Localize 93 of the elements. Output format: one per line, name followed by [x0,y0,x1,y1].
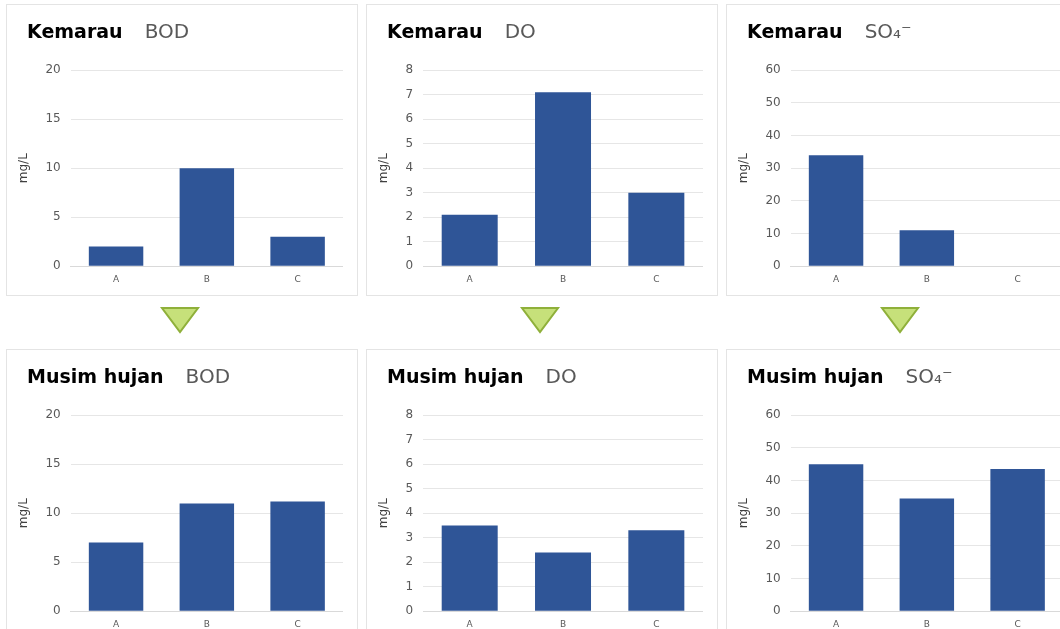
y-axis-title: mg/L [736,152,751,184]
x-tick-label: A [466,273,474,284]
x-tick-label: B [923,618,930,629]
bar [179,168,235,266]
x-tick-label: C [1014,618,1021,629]
x-tick-label: A [112,618,120,629]
y-tick-label: 0 [773,258,781,273]
y-tick-label: 10 [45,505,61,520]
y-axis-title: mg/L [736,497,751,529]
bar [179,503,235,611]
x-tick-label: C [1014,273,1021,284]
x-tick-label: A [832,273,840,284]
y-tick-label: 0 [53,258,61,273]
y-tick-label: 0 [773,603,781,618]
x-tick-label: B [923,273,930,284]
bar [899,498,955,611]
chart-title: Musim hujan [27,365,164,387]
y-tick-label: 10 [765,570,781,585]
chart-title: Kemarau [747,20,843,42]
y-tick-label: 0 [53,603,61,618]
y-tick-label: 30 [765,505,781,520]
y-tick-label: 60 [765,407,781,422]
x-tick-label: C [653,618,660,629]
bar [88,542,144,611]
y-tick-label: 1 [405,578,414,593]
bar [628,530,685,611]
x-tick-label: A [112,273,120,284]
y-tick-label: 30 [765,160,781,175]
x-tick-label: C [294,618,301,629]
y-tick-label: 2 [405,554,414,569]
y-axis-title: mg/L [376,497,391,529]
bar [808,464,864,611]
y-tick-label: 5 [53,209,61,224]
chart-subtitle: BOD [185,364,231,388]
bar [628,192,685,266]
y-tick-label: 20 [45,62,61,77]
y-tick-label: 5 [53,554,61,569]
bar [88,246,144,266]
x-tick-label: C [653,273,660,284]
y-tick-label: 7 [405,431,414,446]
chart-subtitle: BOD [144,19,190,43]
y-tick-label: 7 [405,86,414,101]
chart-title: Musim hujan [387,365,524,387]
x-tick-label: A [832,618,840,629]
y-tick-label: 0 [405,258,414,273]
y-tick-label: 20 [765,192,781,207]
y-tick-label: 50 [765,439,781,454]
x-tick-label: C [294,273,301,284]
chart-title: Kemarau [27,20,123,42]
y-tick-label: 15 [45,456,61,471]
y-tick-label: 1 [405,233,414,248]
y-tick-label: 6 [405,111,414,126]
chart-subtitle: DO [504,19,536,43]
x-tick-label: B [559,618,567,629]
x-tick-label: B [203,273,210,284]
bar [535,92,592,266]
y-tick-label: 4 [405,160,414,175]
chart-subtitle: SO₄⁻ [905,364,953,388]
bar [441,214,498,266]
chart-title: Kemarau [387,20,483,42]
y-axis-title: mg/L [376,152,391,184]
y-tick-label: 10 [765,225,781,240]
chart-subtitle: DO [545,364,577,388]
y-tick-label: 10 [45,160,61,175]
y-tick-label: 15 [45,111,61,126]
bar [270,501,325,611]
y-tick-label: 4 [405,505,414,520]
y-tick-label: 8 [405,62,414,77]
y-tick-label: 2 [405,209,414,224]
bar [270,236,325,266]
y-tick-label: 6 [405,456,414,471]
bar [441,525,498,611]
y-tick-label: 40 [765,127,781,142]
chart-subtitle: SO₄⁻ [864,19,912,43]
y-tick-label: 40 [765,472,781,487]
y-tick-label: 50 [765,94,781,109]
y-tick-label: 8 [405,407,414,422]
x-tick-label: A [466,618,474,629]
bar [535,552,592,611]
y-tick-label: 20 [45,407,61,422]
y-axis-title: mg/L [16,497,31,529]
y-tick-label: 3 [405,529,414,544]
y-axis-title: mg/L [16,152,31,184]
y-tick-label: 60 [765,62,781,77]
y-tick-label: 3 [405,184,414,199]
x-tick-label: B [559,273,567,284]
chart-title: Musim hujan [747,365,884,387]
x-tick-label: B [203,618,210,629]
y-tick-label: 5 [405,135,414,150]
bar [990,469,1045,611]
y-tick-label: 20 [765,537,781,552]
y-tick-label: 0 [405,603,414,618]
y-tick-label: 5 [405,480,414,495]
